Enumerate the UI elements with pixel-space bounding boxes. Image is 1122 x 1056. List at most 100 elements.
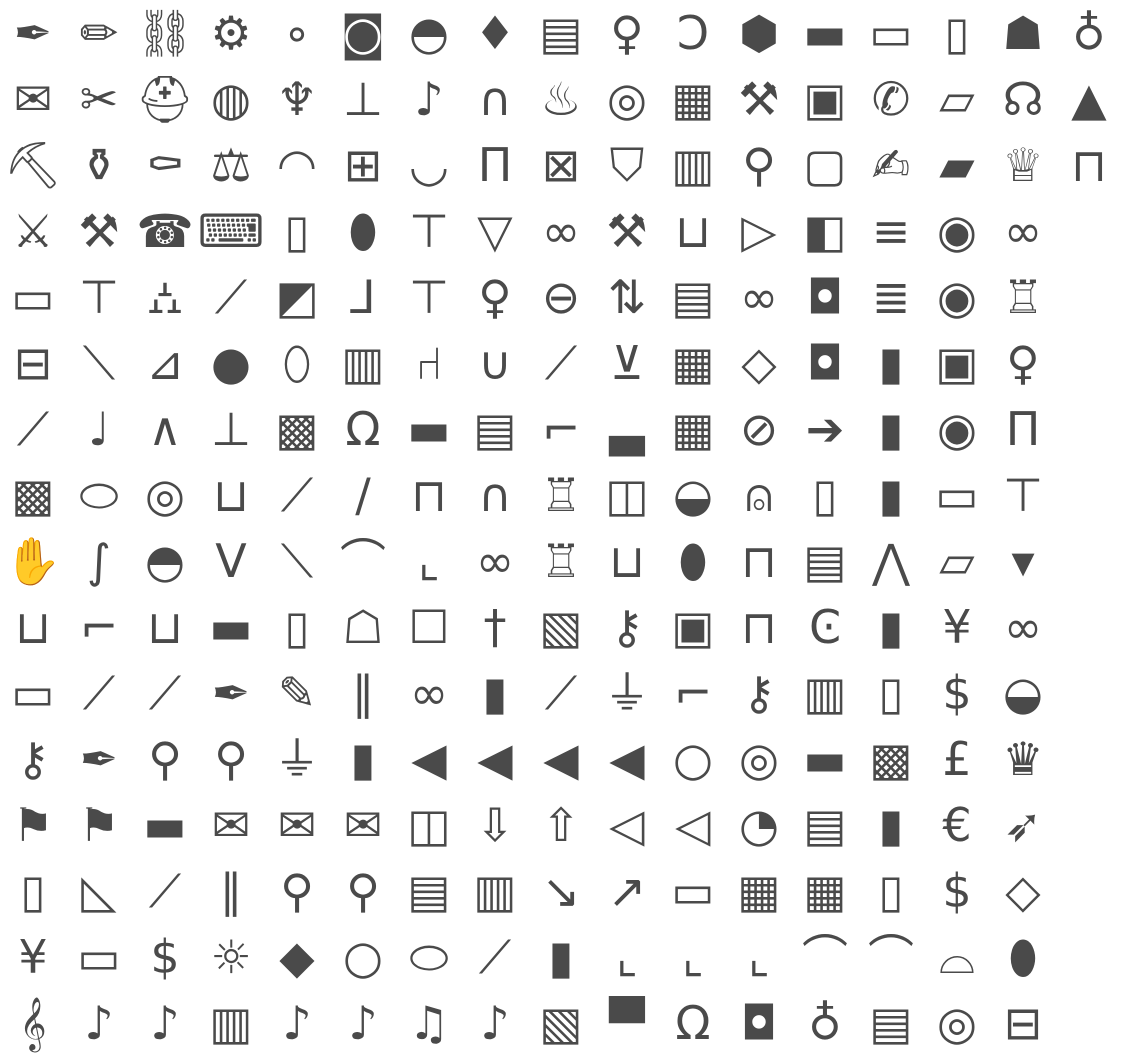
water-pistol-icon-glyph: ⌐ xyxy=(673,666,713,720)
crayon-icon: ⟋ xyxy=(66,660,132,726)
money-with-wings-icon: $ xyxy=(924,660,990,726)
postal-horn-icon-glyph: Ͼ xyxy=(808,600,842,654)
emoji-row: ⛏ ⚱ ⚰ ⚖ ◠ ⊞ ◡ Π ⊠ ⛉ ▥ ⚲ ▢ ✍ ▰ ♕ ⊓ xyxy=(0,132,1122,198)
loudspeaker-icon: ◁ xyxy=(660,792,726,858)
shorts-icon-glyph: Π xyxy=(477,138,513,192)
straight-ruler-icon: ⟋ xyxy=(132,858,198,924)
bucket-icon-glyph: ◙ xyxy=(340,6,386,60)
emoji-row: ⚑ ⚑ ▬ ✉ ✉ ✉ ◫ ⇩ ⇧ ◁ ◁ ◔ ▤ ▮ € ➶ xyxy=(0,792,1122,858)
open-mailbox-with-lowered-flag-icon: ▬ xyxy=(792,726,858,792)
open-book-icon: ⋀ xyxy=(858,528,924,594)
emoji-row: ⊟ ⟍ ⊿ ● ⬯ ▥ ⑁ ∪ ⟋ ⊻ ▦ ◇ ◘ ▮ ▣ ♀ xyxy=(0,330,1122,396)
satellite-antenna-icon-glyph: ◔ xyxy=(738,798,780,852)
coat-icon-glyph: ♖ xyxy=(540,468,582,522)
closed-mailbox-with-raised-flag-icon: ⚑ xyxy=(66,792,132,858)
toilet-icon-glyph: ⊔ xyxy=(147,600,183,654)
crossed-swords-icon: ⚔ xyxy=(0,198,66,264)
broom-icon-glyph: ⟋ xyxy=(280,468,314,522)
womans-clothes-icon-glyph: ♕ xyxy=(1002,138,1044,192)
pill-icon-glyph: ⬭ xyxy=(409,930,449,984)
emoji-row: ✋ ∫ ◓ Ⅴ ⟍ ⌒ ⌞ ∞ ♖ ⊔ ⬮ ⊓ ▤ ⋀ ▱ ▾ xyxy=(0,528,1122,594)
money-bag-icon: $ xyxy=(132,924,198,990)
paintbrush-icon: ⟋ xyxy=(132,660,198,726)
musical-notes-icon: ♫ xyxy=(396,990,462,1056)
package-icon: ◫ xyxy=(396,792,462,858)
videocassette-icon: ▬ xyxy=(792,0,858,66)
nut-and-bolt-icon: ⬢ xyxy=(726,0,792,66)
headphone-icon-glyph: Ω xyxy=(675,996,711,1050)
page-facing-up-icon: ▯ xyxy=(0,858,66,924)
cigarette-icon: ▬ xyxy=(198,594,264,660)
printer-icon-glyph: ▣ xyxy=(671,600,715,654)
telephone-icon-glyph: ☎ xyxy=(136,204,194,258)
glasses-icon-glyph: ∞ xyxy=(1003,600,1043,654)
low-battery-icon-glyph: ▯ xyxy=(284,204,310,258)
camera-with-flash-icon: ◘ xyxy=(792,264,858,330)
flute-icon-glyph: ⟋ xyxy=(16,402,50,456)
briefs-icon-glyph: ▽ xyxy=(477,204,513,258)
goggles-icon: ∞ xyxy=(462,528,528,594)
womans-hat-icon: ◒ xyxy=(990,660,1056,726)
incoming-envelope-icon-glyph: ✉ xyxy=(277,798,317,852)
scarf-icon-glyph: ∫ xyxy=(87,534,111,588)
film-frames-icon-glyph: ▤ xyxy=(869,996,913,1050)
flashlight-icon-glyph: ▷ xyxy=(741,204,777,258)
moai-icon: ☖ xyxy=(330,594,396,660)
envelope-with-arrow-icon-glyph: ✉ xyxy=(211,798,251,852)
battery-icon-glyph: ▮ xyxy=(350,732,376,786)
telephone-receiver-icon: ✆ xyxy=(858,66,924,132)
laptop-icon: ▱ xyxy=(924,528,990,594)
envelope-icon-glyph: ✉ xyxy=(13,72,53,126)
clapper-board-icon-glyph: ▧ xyxy=(539,996,583,1050)
violin-icon-glyph: ♪ xyxy=(84,996,114,1050)
mobile-phone-icon-glyph: ▯ xyxy=(812,468,838,522)
mobile-phone-with-arrow-icon-glyph: ➔ xyxy=(805,402,845,456)
emoji-row: ⊔ ⌐ ⊔ ▬ ▯ ☖ ☐ † ▧ ⚷ ▣ ⊓ Ͼ ▮ ¥ ∞ xyxy=(0,594,1122,660)
loudspeaker-icon-glyph: ◁ xyxy=(675,798,711,852)
red-book-icon: ▮ xyxy=(858,594,924,660)
dress-icon-glyph: ♀ xyxy=(1006,336,1040,390)
prayer-beads-icon: ○ xyxy=(660,726,726,792)
white-cane-icon: ⟍ xyxy=(264,528,330,594)
green-book-icon-glyph: ▮ xyxy=(878,468,904,522)
postbox-icon: ▥ xyxy=(792,660,858,726)
pill-icon: ⬭ xyxy=(396,924,462,990)
coat-icon: ♖ xyxy=(528,462,594,528)
spiral-notepad-icon-glyph: ▥ xyxy=(671,138,715,192)
trackball-icon: ◒ xyxy=(660,462,726,528)
adhesive-bandage-icon-glyph: ▬ xyxy=(407,402,451,456)
hammer-and-wrench-icon: ⚒ xyxy=(594,198,660,264)
studio-microphone-icon-glyph: ♁ xyxy=(1072,6,1106,60)
locked-icon: ⊓ xyxy=(726,594,792,660)
coffin-icon-glyph: ⚰ xyxy=(145,138,185,192)
bathtub-icon-glyph: ⊔ xyxy=(15,600,51,654)
bar-chart-icon-glyph: ▥ xyxy=(473,864,517,918)
test-tube-icon: ⟋ xyxy=(528,330,594,396)
bikini-icon-glyph: ∞ xyxy=(1003,204,1043,258)
yellow-notebook-icon: ▮ xyxy=(858,792,924,858)
scissors-icon-glyph: ✂ xyxy=(79,72,119,126)
low-battery-icon: ▯ xyxy=(264,198,330,264)
toothbrush-icon: ⟋ xyxy=(198,264,264,330)
paperclip-icon-glyph: ∥ xyxy=(219,864,243,918)
crystal-ball-icon-glyph: ◍ xyxy=(210,72,252,126)
musical-score-icon-glyph: 𝄞 xyxy=(19,996,47,1050)
shopping-bags-icon: ◫ xyxy=(594,462,660,528)
gem-stone-icon: ◆ xyxy=(264,924,330,990)
books-icon: ≣ xyxy=(858,264,924,330)
placard-icon: ⊤ xyxy=(66,264,132,330)
drop-of-blood-icon-glyph: ♦ xyxy=(474,6,516,60)
shopping-cart-icon: ⊻ xyxy=(594,330,660,396)
chains-icon: ⛓ xyxy=(132,0,198,66)
screwdriver-icon: ⟍ xyxy=(66,330,132,396)
accordion-icon-glyph: ▥ xyxy=(341,336,385,390)
lotion-bottle-icon: ⊓ xyxy=(396,462,462,528)
graduation-cap-icon: ▲ xyxy=(1056,66,1122,132)
magnifying-glass-tilted-left-icon-glyph: ⚲ xyxy=(148,732,182,786)
credit-card-icon: ▭ xyxy=(66,924,132,990)
round-pushpin-icon: ⚲ xyxy=(264,858,330,924)
speaker-high-volume-icon-glyph: ◀ xyxy=(411,732,447,786)
card-index-icon: ▭ xyxy=(660,858,726,924)
magnet-icon-glyph: ∩ xyxy=(478,468,512,522)
